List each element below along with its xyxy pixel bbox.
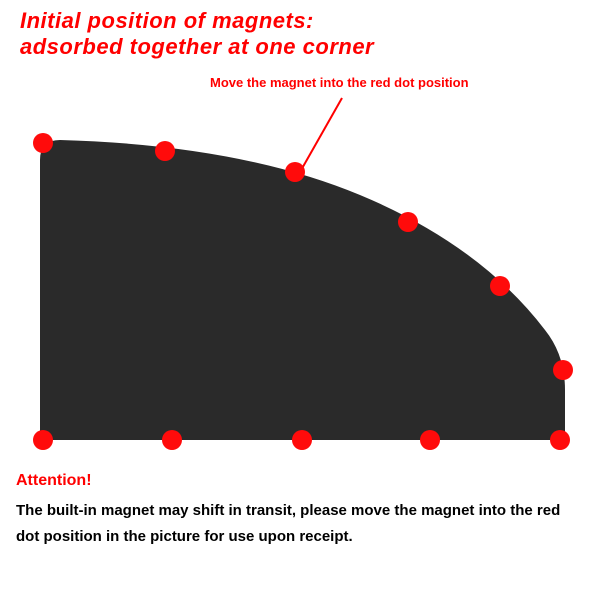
magnet-dot xyxy=(398,212,418,232)
magnet-dot xyxy=(550,430,570,450)
magnet-dot xyxy=(155,141,175,161)
attention-body: The built-in magnet may shift in transit… xyxy=(16,498,584,549)
magnet-dot xyxy=(285,162,305,182)
magnet-dot xyxy=(420,430,440,450)
magnet-dot xyxy=(33,133,53,153)
magnet-dot xyxy=(292,430,312,450)
magnet-dot xyxy=(490,276,510,296)
magnet-dot xyxy=(162,430,182,450)
pointer-line xyxy=(300,98,342,172)
attention-heading: Attention! xyxy=(16,472,92,490)
magnet-dot xyxy=(33,430,53,450)
sunshade-shape xyxy=(40,140,565,440)
magnet-dot xyxy=(553,360,573,380)
